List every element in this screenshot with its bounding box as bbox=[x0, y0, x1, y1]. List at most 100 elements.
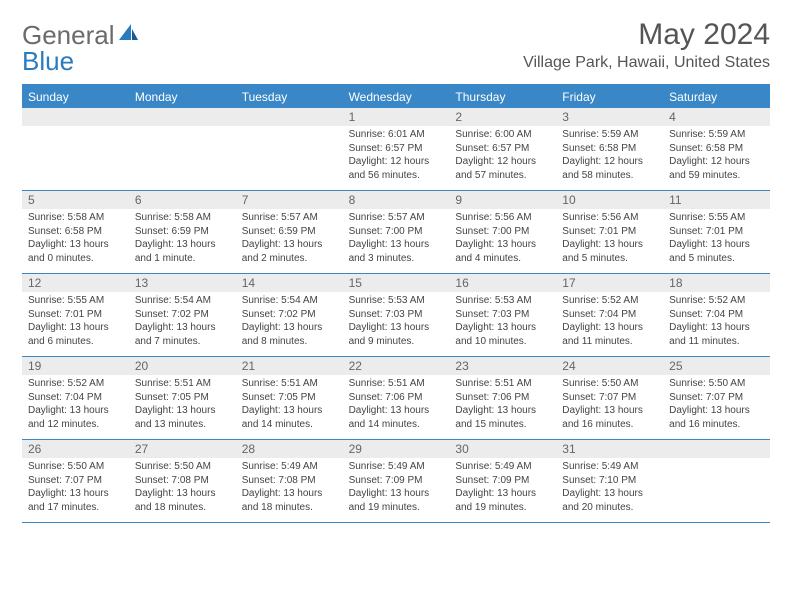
sunrise-line: Sunrise: 5:49 AM bbox=[242, 460, 337, 474]
sunset-line: Sunset: 7:09 PM bbox=[349, 474, 444, 488]
daylight-line: Daylight: 13 hours and 1 minute. bbox=[135, 238, 230, 265]
day-header: Sunday bbox=[22, 86, 129, 108]
day-info: Sunrise: 5:58 AMSunset: 6:58 PMDaylight:… bbox=[22, 209, 129, 269]
calendar-cell: 11Sunrise: 5:55 AMSunset: 7:01 PMDayligh… bbox=[663, 191, 770, 273]
sunrise-line: Sunrise: 5:51 AM bbox=[242, 377, 337, 391]
day-info: Sunrise: 5:51 AMSunset: 7:06 PMDaylight:… bbox=[449, 375, 556, 435]
day-number: 24 bbox=[556, 357, 663, 375]
day-number: 2 bbox=[449, 108, 556, 126]
sunset-line: Sunset: 6:57 PM bbox=[455, 142, 550, 156]
day-info: Sunrise: 5:57 AMSunset: 7:00 PMDaylight:… bbox=[343, 209, 450, 269]
day-number: 22 bbox=[343, 357, 450, 375]
sunrise-line: Sunrise: 5:51 AM bbox=[455, 377, 550, 391]
sunrise-line: Sunrise: 5:52 AM bbox=[28, 377, 123, 391]
sunrise-line: Sunrise: 5:52 AM bbox=[562, 294, 657, 308]
daylight-line: Daylight: 13 hours and 16 minutes. bbox=[562, 404, 657, 431]
month-title: May 2024 bbox=[523, 18, 770, 52]
calendar-cell: 8Sunrise: 5:57 AMSunset: 7:00 PMDaylight… bbox=[343, 191, 450, 273]
sunset-line: Sunset: 7:00 PM bbox=[349, 225, 444, 239]
sunset-line: Sunset: 7:08 PM bbox=[135, 474, 230, 488]
calendar-cell bbox=[236, 108, 343, 190]
sunrise-line: Sunrise: 5:54 AM bbox=[242, 294, 337, 308]
sunset-line: Sunset: 7:09 PM bbox=[455, 474, 550, 488]
sunset-line: Sunset: 7:10 PM bbox=[562, 474, 657, 488]
sunrise-line: Sunrise: 5:51 AM bbox=[349, 377, 444, 391]
day-number: 19 bbox=[22, 357, 129, 375]
sunset-line: Sunset: 7:07 PM bbox=[669, 391, 764, 405]
day-number-empty bbox=[129, 108, 236, 126]
sunrise-line: Sunrise: 5:53 AM bbox=[349, 294, 444, 308]
daylight-line: Daylight: 13 hours and 10 minutes. bbox=[455, 321, 550, 348]
day-number: 16 bbox=[449, 274, 556, 292]
day-header-row: SundayMondayTuesdayWednesdayThursdayFrid… bbox=[22, 86, 770, 108]
sunset-line: Sunset: 7:05 PM bbox=[242, 391, 337, 405]
calendar-cell: 24 Sunrise: 5:50 AMSunset: 7:07 PMDayligh… bbox=[556, 357, 663, 439]
day-info: Sunrise: 5:58 AMSunset: 6:59 PMDaylight:… bbox=[129, 209, 236, 269]
day-number: 25 bbox=[663, 357, 770, 375]
calendar-cell: 5Sunrise: 5:58 AMSunset: 6:58 PMDaylight… bbox=[22, 191, 129, 273]
day-info: Sunrise: 5:56 AMSunset: 7:00 PMDaylight:… bbox=[449, 209, 556, 269]
sunset-line: Sunset: 7:06 PM bbox=[455, 391, 550, 405]
day-number: 28 bbox=[236, 440, 343, 458]
sunrise-line: Sunrise: 5:49 AM bbox=[349, 460, 444, 474]
week-row: 26Sunrise: 5:50 AMSunset: 7:07 PMDayligh… bbox=[22, 440, 770, 523]
sunset-line: Sunset: 7:08 PM bbox=[242, 474, 337, 488]
day-header: Thursday bbox=[449, 86, 556, 108]
sunset-line: Sunset: 7:01 PM bbox=[669, 225, 764, 239]
sunrise-line: Sunrise: 5:58 AM bbox=[135, 211, 230, 225]
daylight-line: Daylight: 13 hours and 17 minutes. bbox=[28, 487, 123, 514]
day-header: Saturday bbox=[663, 86, 770, 108]
daylight-line: Daylight: 13 hours and 3 minutes. bbox=[349, 238, 444, 265]
sunset-line: Sunset: 6:59 PM bbox=[242, 225, 337, 239]
calendar-cell: 31Sunrise: 5:49 AMSunset: 7:10 PMDayligh… bbox=[556, 440, 663, 522]
calendar-cell: 27Sunrise: 5:50 AMSunset: 7:08 PMDayligh… bbox=[129, 440, 236, 522]
sunrise-line: Sunrise: 5:50 AM bbox=[562, 377, 657, 391]
calendar-cell bbox=[129, 108, 236, 190]
day-info: Sunrise: 5:52 AMSunset: 7:04 PMDaylight:… bbox=[556, 292, 663, 352]
sunrise-line: Sunrise: 5:54 AM bbox=[135, 294, 230, 308]
sunrise-line: Sunrise: 5:57 AM bbox=[242, 211, 337, 225]
calendar-cell: 15Sunrise: 5:53 AMSunset: 7:03 PMDayligh… bbox=[343, 274, 450, 356]
daylight-line: Daylight: 13 hours and 20 minutes. bbox=[562, 487, 657, 514]
day-number: 15 bbox=[343, 274, 450, 292]
daylight-line: Daylight: 13 hours and 14 minutes. bbox=[349, 404, 444, 431]
day-number: 4 bbox=[663, 108, 770, 126]
day-info: Sunrise: 5:52 AMSunset: 7:04 PMDaylight:… bbox=[22, 375, 129, 435]
sunset-line: Sunset: 7:04 PM bbox=[669, 308, 764, 322]
calendar-cell: 26Sunrise: 5:50 AMSunset: 7:07 PMDayligh… bbox=[22, 440, 129, 522]
sunrise-line: Sunrise: 5:59 AM bbox=[669, 128, 764, 142]
day-number: 14 bbox=[236, 274, 343, 292]
day-number: 17 bbox=[556, 274, 663, 292]
sunset-line: Sunset: 7:01 PM bbox=[28, 308, 123, 322]
logo-text-blue: Blue bbox=[22, 46, 74, 77]
day-number-empty bbox=[22, 108, 129, 126]
calendar-cell: 2Sunrise: 6:00 AMSunset: 6:57 PMDaylight… bbox=[449, 108, 556, 190]
calendar-cell: 14Sunrise: 5:54 AMSunset: 7:02 PMDayligh… bbox=[236, 274, 343, 356]
day-number: 20 bbox=[129, 357, 236, 375]
calendar: SundayMondayTuesdayWednesdayThursdayFrid… bbox=[22, 84, 770, 523]
day-header: Friday bbox=[556, 86, 663, 108]
day-number: 8 bbox=[343, 191, 450, 209]
sunrise-line: Sunrise: 5:57 AM bbox=[349, 211, 444, 225]
calendar-cell bbox=[22, 108, 129, 190]
sunset-line: Sunset: 7:07 PM bbox=[562, 391, 657, 405]
day-info: Sunrise: 5:59 AMSunset: 6:58 PMDaylight:… bbox=[556, 126, 663, 186]
daylight-line: Daylight: 12 hours and 59 minutes. bbox=[669, 155, 764, 182]
day-info: Sunrise: 5:56 AMSunset: 7:01 PMDaylight:… bbox=[556, 209, 663, 269]
daylight-line: Daylight: 12 hours and 58 minutes. bbox=[562, 155, 657, 182]
sunrise-line: Sunrise: 5:58 AM bbox=[28, 211, 123, 225]
sunset-line: Sunset: 6:58 PM bbox=[669, 142, 764, 156]
sunrise-line: Sunrise: 5:56 AM bbox=[562, 211, 657, 225]
sunrise-line: Sunrise: 5:55 AM bbox=[669, 211, 764, 225]
day-number: 12 bbox=[22, 274, 129, 292]
sunrise-line: Sunrise: 5:49 AM bbox=[455, 460, 550, 474]
calendar-cell: 18Sunrise: 5:52 AMSunset: 7:04 PMDayligh… bbox=[663, 274, 770, 356]
day-number: 1 bbox=[343, 108, 450, 126]
day-number: 6 bbox=[129, 191, 236, 209]
calendar-cell: 4Sunrise: 5:59 AMSunset: 6:58 PMDaylight… bbox=[663, 108, 770, 190]
day-info: Sunrise: 6:01 AMSunset: 6:57 PMDaylight:… bbox=[343, 126, 450, 186]
day-info: Sunrise: 5:59 AMSunset: 6:58 PMDaylight:… bbox=[663, 126, 770, 186]
day-info: Sunrise: 5:53 AMSunset: 7:03 PMDaylight:… bbox=[449, 292, 556, 352]
daylight-line: Daylight: 13 hours and 11 minutes. bbox=[562, 321, 657, 348]
daylight-line: Daylight: 13 hours and 19 minutes. bbox=[455, 487, 550, 514]
